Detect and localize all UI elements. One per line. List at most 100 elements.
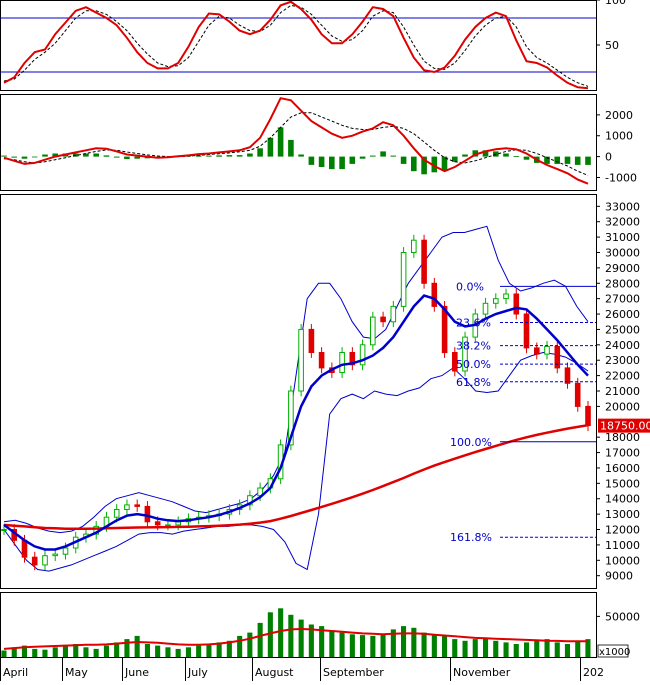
volume-bar: [390, 629, 396, 657]
volume-bar: [575, 640, 581, 658]
macd-hist-bar: [390, 155, 397, 157]
volume-bar: [339, 632, 345, 657]
macd-hist-bar: [574, 156, 581, 165]
macd-hist-bar: [329, 156, 335, 170]
candle-body: [359, 344, 366, 366]
macd-hist-bar: [247, 153, 253, 157]
candle-body: [400, 252, 407, 307]
price-tick-label-11: 22000: [605, 370, 640, 383]
macd-hist-bar: [421, 156, 427, 175]
volume-bar: [103, 645, 109, 657]
volume-bar: [247, 632, 253, 657]
volume-bar: [144, 644, 150, 657]
volume-bar: [534, 640, 540, 658]
volume-bar: [308, 624, 314, 657]
macd-hist-bar: [83, 153, 89, 157]
price-panel: 0.0% 23.6% 38.2% 50.0% 61.8% 100.0% 161.8% 3300…: [1, 200, 650, 583]
macd-hist-bar: [411, 156, 417, 172]
price-tick-label-21: 11000: [605, 539, 640, 552]
macd-hist-bar: [472, 150, 479, 157]
volume-bar: [411, 627, 417, 658]
x-tick-label-0: April: [3, 666, 28, 679]
price-tick-label-12: 21000: [605, 385, 640, 398]
macd-panel: 2000 1000 0 -1000: [1, 97, 637, 185]
macd-hist-bar: [318, 156, 325, 167]
fib-level-label-1: 23.6%: [456, 317, 491, 330]
price-tick-label-13: 20000: [605, 400, 640, 413]
volume-bar: [401, 626, 407, 657]
macd-hist-bar: [52, 153, 58, 157]
macd-hist-bar: [482, 150, 489, 157]
macd-hist-bar: [1, 155, 7, 157]
fib-level-label-4: 61.8%: [456, 376, 491, 389]
macd-hist-bar: [359, 156, 366, 159]
macd-hist-bar: [523, 156, 530, 160]
last-price-box: [598, 418, 650, 433]
macd-hist-bar: [441, 156, 448, 171]
macd-hist-bar: [11, 156, 17, 158]
stoch-d-line: [3, 4, 589, 87]
ma-slow-line: [3, 423, 589, 530]
volume-bar: [134, 635, 140, 657]
fib-level-label-2: 38.2%: [456, 340, 491, 353]
macd-tick-label-1: 1000: [605, 130, 633, 143]
volume-bar: [452, 639, 458, 657]
volume-bar: [278, 608, 284, 658]
x-tick-label-6: November: [453, 666, 511, 679]
macd-signal-line: [3, 112, 589, 176]
price-tick-label-15: 17000: [605, 447, 640, 460]
fib-level-label-0: 0.0%: [456, 280, 484, 293]
macd-hist-bar: [195, 155, 202, 157]
macd-hist-bar: [400, 156, 407, 164]
volume-bar: [21, 645, 27, 657]
x-axis: April May June July August September November 2…: [0, 657, 604, 681]
x-tick-label-1: May: [65, 666, 88, 679]
macd-tick-label-0: 2000: [605, 109, 633, 122]
volume-unit-box: [597, 644, 629, 658]
price-tick-label-10: 23000: [605, 354, 640, 367]
volume-bar: [42, 649, 48, 657]
volume-bar: [288, 614, 294, 658]
macd-hist-bar: [257, 148, 263, 157]
stoch-tick-label-0: 100: [605, 0, 626, 7]
volume-bar: [11, 647, 17, 658]
candle-body: [534, 347, 540, 355]
volume-bar: [349, 634, 355, 658]
macd-hist-bar: [503, 153, 509, 157]
candle-body: [165, 524, 171, 527]
candle-body: [288, 390, 294, 446]
macd-hist-bar: [124, 156, 130, 160]
x-tick-label-7: 202: [583, 666, 604, 679]
macd-hist-bar: [72, 153, 79, 157]
macd-hist-bar: [93, 153, 99, 157]
candle-body: [52, 553, 59, 557]
volume-bar: [380, 634, 386, 658]
candle-body: [493, 298, 499, 304]
volume-bar: [196, 645, 202, 657]
macd-hist-bar: [544, 156, 550, 164]
macd-hist-bar: [349, 156, 356, 164]
price-tick-label-0: 33000: [605, 200, 640, 213]
candle-body: [31, 556, 38, 566]
volume-bar: [421, 632, 427, 657]
macd-hist-bar: [113, 156, 120, 158]
candle-body: [124, 504, 130, 510]
panel-frame-stoch: [0, 0, 597, 91]
price-tick-label-14: 18000: [605, 431, 640, 444]
volume-bar: [73, 644, 79, 657]
macd-hist-bar: [216, 155, 222, 157]
macd-hist-bar: [288, 139, 294, 157]
macd-hist-bar: [206, 155, 212, 157]
macd-line: [3, 97, 589, 185]
price-tick-label-16: 16000: [605, 462, 640, 475]
macd-hist-bar: [513, 156, 520, 157]
macd-hist-bar: [103, 155, 110, 157]
candle-body: [482, 302, 489, 315]
macd-hist-bar: [554, 156, 560, 164]
macd-hist-bar: [21, 156, 28, 159]
volume-bar: [472, 639, 478, 657]
candle-body: [318, 352, 325, 369]
macd-hist-bar: [134, 156, 140, 159]
volume-bar: [554, 642, 560, 657]
